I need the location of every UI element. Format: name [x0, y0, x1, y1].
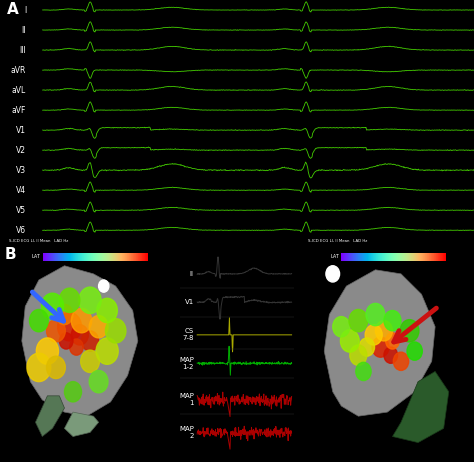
- Circle shape: [105, 319, 126, 343]
- Circle shape: [366, 304, 385, 326]
- Text: MAP
2: MAP 2: [179, 426, 194, 439]
- Circle shape: [340, 330, 359, 352]
- Circle shape: [326, 266, 339, 282]
- Circle shape: [59, 288, 80, 312]
- Circle shape: [393, 352, 409, 371]
- Text: S-ICD ECG LI, II Mean   LAD Hz: S-ICD ECG LI, II Mean LAD Hz: [308, 239, 367, 243]
- Text: aVL: aVL: [12, 85, 26, 95]
- Circle shape: [70, 339, 83, 355]
- Circle shape: [64, 382, 82, 402]
- Text: V4: V4: [16, 186, 26, 195]
- Circle shape: [365, 325, 382, 345]
- Text: V1: V1: [184, 299, 194, 305]
- Polygon shape: [22, 266, 138, 416]
- Circle shape: [79, 287, 101, 314]
- Circle shape: [375, 321, 392, 341]
- Polygon shape: [36, 396, 64, 437]
- Circle shape: [82, 331, 99, 351]
- Polygon shape: [392, 371, 449, 443]
- Circle shape: [27, 353, 51, 382]
- Circle shape: [46, 320, 65, 342]
- Text: LAT: LAT: [32, 255, 41, 259]
- Circle shape: [46, 356, 65, 378]
- Text: A: A: [7, 2, 19, 18]
- Circle shape: [41, 293, 64, 320]
- Text: V2: V2: [16, 146, 26, 155]
- Polygon shape: [324, 270, 435, 416]
- Text: V1: V1: [16, 126, 26, 134]
- Circle shape: [89, 316, 108, 338]
- Circle shape: [81, 350, 100, 372]
- Circle shape: [36, 338, 58, 365]
- Circle shape: [350, 345, 367, 365]
- Circle shape: [384, 310, 401, 331]
- Text: II: II: [190, 271, 194, 277]
- Circle shape: [356, 362, 371, 381]
- Text: V6: V6: [16, 226, 26, 235]
- Circle shape: [333, 316, 350, 337]
- Text: aVR: aVR: [11, 66, 26, 74]
- Polygon shape: [64, 412, 99, 437]
- Circle shape: [71, 309, 92, 333]
- Text: CS
7-8: CS 7-8: [182, 328, 194, 341]
- Text: S-ICD ECG LI, II Mean   LAD Hz: S-ICD ECG LI, II Mean LAD Hz: [9, 239, 69, 243]
- Circle shape: [359, 338, 374, 356]
- Circle shape: [400, 320, 419, 342]
- Circle shape: [58, 312, 82, 341]
- Text: MAP
1: MAP 1: [179, 394, 194, 407]
- Circle shape: [384, 347, 398, 363]
- Circle shape: [89, 371, 108, 393]
- Circle shape: [97, 298, 118, 322]
- Circle shape: [59, 333, 73, 349]
- Text: V3: V3: [16, 166, 26, 175]
- Circle shape: [99, 280, 109, 292]
- Text: B: B: [5, 247, 17, 262]
- Text: I: I: [24, 6, 26, 14]
- Circle shape: [56, 304, 73, 325]
- Circle shape: [386, 333, 399, 349]
- Circle shape: [407, 342, 422, 360]
- Text: MAP
1-2: MAP 1-2: [179, 357, 194, 370]
- Text: aVF: aVF: [12, 106, 26, 115]
- Circle shape: [71, 325, 88, 345]
- Text: III: III: [19, 46, 26, 55]
- Circle shape: [372, 337, 389, 357]
- Circle shape: [349, 310, 368, 332]
- Circle shape: [96, 338, 118, 365]
- Text: LAT: LAT: [330, 255, 339, 259]
- Text: II: II: [22, 25, 26, 35]
- Circle shape: [29, 310, 48, 332]
- Text: V5: V5: [16, 206, 26, 215]
